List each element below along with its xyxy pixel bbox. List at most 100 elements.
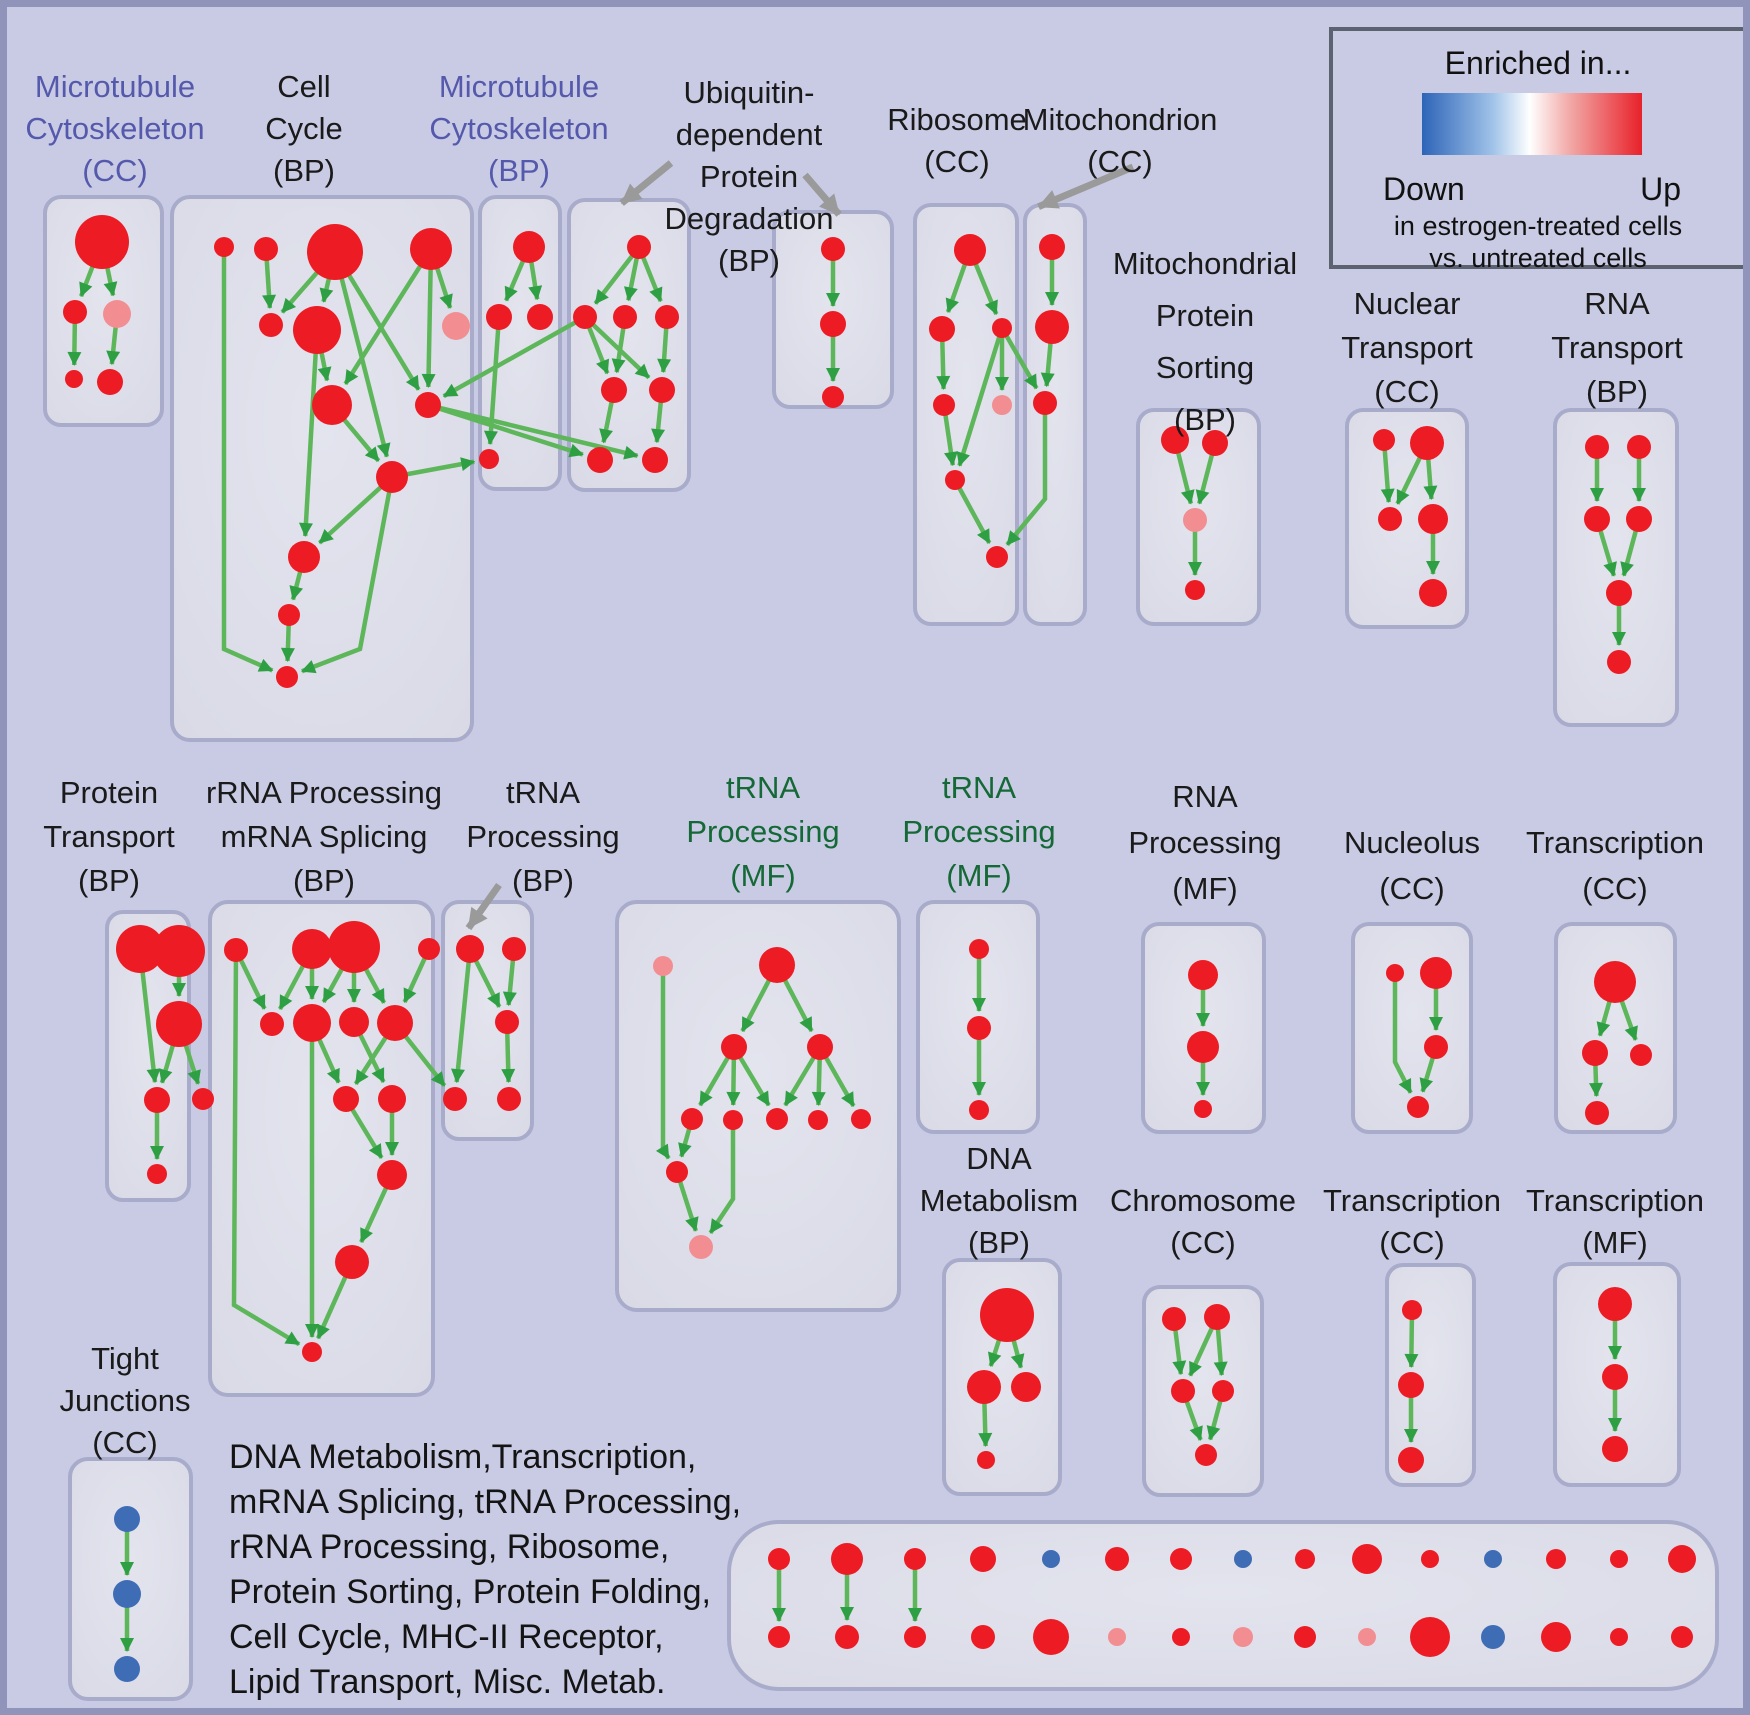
node-trna-processing-mf-large-7-red [808, 1110, 828, 1130]
node-mitochondrion-1-red [1035, 310, 1069, 344]
node-trna-processing-mf-large-0-pink [653, 956, 673, 976]
node-ribosome-1-red [929, 316, 955, 342]
node-rrna-processing-mrna-splicing-9-red [378, 1085, 406, 1113]
edge-arrow-mitochondrion-2 [1005, 403, 1048, 547]
node-rna-transport-0-red [1585, 435, 1609, 459]
node-rrna-processing-mrna-splicing-2-red [328, 921, 380, 973]
node-trna-processing-mf-small-2-red [969, 1100, 989, 1120]
node-ribosome-2-red [992, 318, 1012, 338]
panel-microtubule-cc-label-line-2: Cytoskeleton [25, 111, 205, 146]
node-rna-transport-1-red [1627, 435, 1651, 459]
panel-ubiquitin-degradation-1-label-line-4: Degradation [664, 201, 834, 236]
panel-nuclear-transport-label-line-2: Transport [1341, 330, 1473, 365]
node-transcription-cc-upper-3-red [1585, 1101, 1609, 1125]
node-ubiquitin-degradation-1-0-red [627, 235, 651, 259]
edge-arrow-nucleolus-2 [1392, 973, 1413, 1094]
node-chromosome-0-red [1162, 1307, 1186, 1331]
note-line-1: DNA Metabolism,Transcription, [229, 1438, 697, 1476]
node-rna-transport-5-red [1607, 650, 1631, 674]
node-unclustered-strip-9-red [1033, 1619, 1069, 1655]
panel-dna-metabolism-label-line-2: Metabolism [919, 1183, 1079, 1218]
node-nucleolus-3-red [1407, 1096, 1429, 1118]
node-ribosome-4-pink [992, 395, 1012, 415]
node-unclustered-strip-8-blue [1042, 1550, 1060, 1568]
node-mitochondrion-0-red [1039, 234, 1065, 260]
panel-chromosome-label-line-2: (CC) [1170, 1225, 1236, 1260]
node-trna-processing-bp-1-red [502, 937, 526, 961]
panel-rna-transport-label-line-1: RNA [1584, 286, 1650, 321]
node-ubiquitin-degradation-2-1-red [820, 311, 846, 337]
node-trna-processing-bp-4-red [497, 1087, 521, 1111]
panel-microtubule-bp-box [478, 195, 562, 491]
node-trna-processing-mf-large-6-red [766, 1108, 788, 1130]
node-microtubule-cc-2-pink [103, 300, 131, 328]
network-layer [43, 160, 1719, 1701]
annotation-arrow-3 [1037, 163, 1135, 210]
annotation-arrow-2 [802, 172, 842, 217]
node-unclustered-strip-16-red [1295, 1549, 1315, 1569]
node-microtubule-bp-2-red [527, 304, 553, 330]
annotation-arrow-1 [619, 160, 674, 206]
panel-rna-processing-mf-label-line-3: (MF) [1172, 871, 1238, 906]
node-transcription-mf-1-red [1602, 1364, 1628, 1390]
node-ubiquitin-degradation-1-5-red [649, 377, 675, 403]
panel-microtubule-cc-label-line-1: Microtubule [34, 69, 196, 104]
node-ubiquitin-degradation-2-2-red [822, 386, 844, 408]
node-mitochondrial-protein-sorting-1-red [1202, 430, 1228, 456]
node-unclustered-strip-19-pink [1358, 1628, 1376, 1646]
node-unclustered-strip-7-red [971, 1625, 995, 1649]
node-trna-processing-mf-large-10-pink [689, 1235, 713, 1259]
edge-arrow-ribosome-4 [956, 327, 1005, 467]
node-ribosome-3-red [933, 394, 955, 416]
panel-tight-junctions-label-line-2: Junctions [59, 1383, 191, 1418]
panel-protein-transport-label-line-3: (BP) [78, 863, 140, 898]
panel-trna-processing-bp-label-line-1: tRNA [505, 775, 581, 810]
edge-arrow-cell-cycle-5 [332, 251, 391, 458]
node-trna-processing-bp-0-red [456, 935, 484, 963]
node-unclustered-strip-22-blue [1484, 1550, 1502, 1568]
node-rrna-processing-mrna-splicing-6-red [339, 1007, 369, 1037]
node-rrna-processing-mrna-splicing-8-red [333, 1086, 359, 1112]
note-line-5: Cell Cycle, MHC-II Receptor, [229, 1618, 664, 1656]
note-line-3: rRNA Processing, Ribosome, [229, 1528, 670, 1566]
node-nucleolus-2-red [1424, 1035, 1448, 1059]
node-unclustered-strip-13-red [1172, 1628, 1190, 1646]
node-microtubule-cc-1-red [63, 300, 87, 324]
node-nuclear-transport-2-red [1378, 507, 1402, 531]
panel-transcription-cc-upper-label-line-1: Transcription [1525, 825, 1705, 860]
node-protein-transport-3-red [144, 1087, 170, 1113]
edge-arrow-cell-cycle-10 [298, 329, 320, 538]
unclustered-terms-note: DNA Metabolism,Transcription, mRNA Splici… [229, 1435, 741, 1705]
node-mitochondrial-protein-sorting-0-red [1161, 426, 1189, 454]
node-unclustered-strip-20-red [1421, 1550, 1439, 1568]
node-ribosome-0-red [954, 234, 986, 266]
panel-trna-processing-mf-small-label-line-1: tRNA [941, 770, 1017, 805]
node-unclustered-strip-14-blue [1234, 1550, 1252, 1568]
node-unclustered-strip-24-red [1546, 1549, 1566, 1569]
edge-arrow-trna-processing-mf-large-11 [708, 1120, 736, 1235]
edge-arrow-trna-processing-mf-large-8 [655, 966, 671, 1160]
node-ubiquitin-degradation-1-2-red [613, 305, 637, 329]
panel-transcription-cc-lower-label-line-1: Transcription [1322, 1183, 1502, 1218]
node-unclustered-strip-17-red [1294, 1626, 1316, 1648]
node-mitochondrial-protein-sorting-2-pink [1183, 508, 1207, 532]
node-rna-processing-mf-2-red [1194, 1100, 1212, 1118]
panel-rna-processing-mf-label-line-2: Processing [1128, 825, 1282, 860]
node-tight-junctions-0-blue [114, 1506, 140, 1532]
node-dna-metabolism-0-red [980, 1288, 1034, 1342]
panel-transcription-cc-lower-box [1385, 1263, 1476, 1487]
legend-up-label: Up [1640, 171, 1681, 207]
node-unclustered-strip-12-red [1170, 1548, 1192, 1570]
panel-chromosome-label-line-1: Chromosome [1109, 1183, 1297, 1218]
panel-cell-cycle-label-line-2: Cycle [265, 111, 343, 146]
panel-mitochondrion-label-line-1: Mitochondrion [1022, 102, 1218, 137]
node-cell-cycle-5-red [293, 306, 341, 354]
panel-transcription-cc-lower-label-line-2: (CC) [1379, 1225, 1445, 1260]
panel-mitochondrial-protein-sorting-label-line-2: Protein [1155, 298, 1255, 333]
node-cell-cycle-9-red [376, 461, 408, 493]
legend: Enriched in... Down Up in estrogen-treat… [1329, 27, 1743, 273]
node-trna-processing-mf-large-8-red [851, 1109, 871, 1129]
node-rna-processing-mf-1-red [1187, 1031, 1219, 1063]
panel-microtubule-cc-label-line-3: (CC) [82, 153, 148, 188]
node-ubiquitin-degradation-2-0-red [821, 237, 845, 261]
